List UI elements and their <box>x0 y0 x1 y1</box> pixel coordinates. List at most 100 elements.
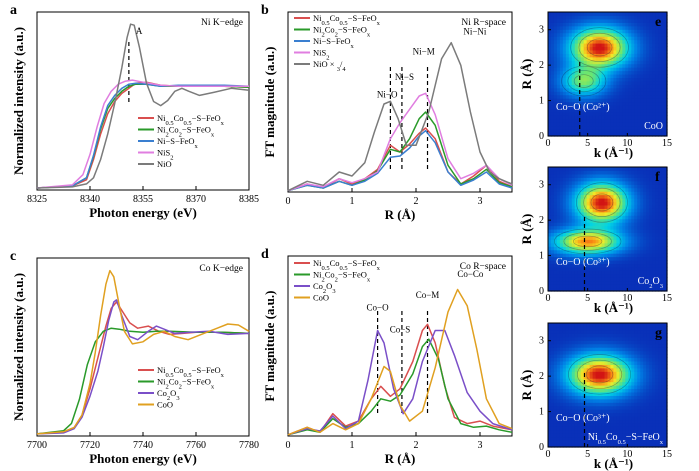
heatmap-cell <box>548 395 552 400</box>
heatmap-cell <box>604 266 609 271</box>
heatmap-cell <box>562 235 567 240</box>
heatmap-cell <box>565 208 570 213</box>
heatmap-cell <box>625 39 629 44</box>
heatmap-cell <box>607 115 612 120</box>
heatmap-cell <box>649 436 653 441</box>
heatmap-cell <box>640 242 644 247</box>
heatmap-cell <box>664 101 668 106</box>
heatmap-cell <box>586 170 591 175</box>
heatmap-cell <box>631 91 635 96</box>
heatmap-cell <box>571 77 576 82</box>
heatmap-cell <box>562 357 567 362</box>
heatmap-cell <box>625 63 629 68</box>
heatmap-cell <box>601 118 606 123</box>
heatmap-cell <box>565 74 570 79</box>
heatmap-cell <box>568 56 573 61</box>
heatmap-cell <box>559 198 564 203</box>
heatmap-cell <box>574 177 579 182</box>
heatmap-cell <box>577 167 582 172</box>
heatmap-cell <box>601 218 606 223</box>
heatmap-cell <box>613 229 618 234</box>
heatmap-cell <box>595 198 600 203</box>
heatmap-cell <box>652 367 656 372</box>
heatmap-cell <box>631 235 635 240</box>
heatmap-cell <box>568 280 573 285</box>
heatmap-cell <box>664 132 668 137</box>
heatmap-cell <box>562 329 567 334</box>
heatmap-cell <box>625 323 629 328</box>
heatmap-cell <box>622 409 626 414</box>
heatmap-cell <box>565 222 570 227</box>
heatmap-cell <box>658 22 662 27</box>
heatmap-cell <box>559 125 564 130</box>
heatmap-cell <box>652 177 656 182</box>
heatmap-cell <box>571 235 576 240</box>
heatmap-cell <box>592 416 597 421</box>
heatmap-cell <box>598 246 603 251</box>
heatmap-cell <box>655 402 659 407</box>
heatmap-cell <box>586 63 591 68</box>
y-axis-label: R (Å) <box>519 370 534 401</box>
heatmap-cell <box>577 87 582 92</box>
heatmap-cell <box>616 111 620 116</box>
heatmap-cell <box>610 105 615 110</box>
heatmap-cell <box>589 46 594 51</box>
heatmap-cell <box>649 357 653 362</box>
heatmap-cell <box>589 357 594 362</box>
heatmap-cell <box>640 422 644 427</box>
heatmap-cell <box>664 15 668 20</box>
heatmap-cell <box>583 270 588 275</box>
heatmap-cell <box>601 167 606 172</box>
heatmap-cell <box>646 443 650 448</box>
heatmap-cell <box>571 409 576 414</box>
heatmap-cell <box>655 191 659 196</box>
heatmap-cell <box>655 84 659 89</box>
heatmap-cell <box>562 381 567 386</box>
heatmap-cell <box>649 225 653 230</box>
heatmap-cell <box>548 211 552 216</box>
sample-label: Ni0.5Co0.5−S−FeOx <box>588 432 664 446</box>
heatmap-cell <box>658 416 662 421</box>
heatmap-cell <box>634 329 638 334</box>
heatmap-cell <box>634 253 638 258</box>
heatmap-cell <box>655 273 659 278</box>
heatmap-cell <box>550 218 555 223</box>
heatmap-cell <box>619 167 623 172</box>
heatmap-cell <box>622 443 626 448</box>
heatmap-cell <box>577 391 582 396</box>
heatmap-cell <box>658 333 662 338</box>
heatmap-cell <box>631 347 635 352</box>
heatmap-cell <box>559 242 564 247</box>
heatmap-cell <box>652 43 656 48</box>
heatmap-cell <box>574 56 579 61</box>
heatmap-cell <box>622 367 626 372</box>
heatmap-cell <box>634 388 638 393</box>
heatmap-cell <box>571 129 576 134</box>
heatmap-cell <box>637 218 641 223</box>
heatmap-cell <box>643 343 647 348</box>
heatmap-cell <box>625 374 629 379</box>
heatmap-cell <box>664 350 668 355</box>
heatmap-cell <box>610 374 615 379</box>
heatmap-cell <box>616 246 620 251</box>
heatmap-cell <box>655 263 659 268</box>
heatmap-cell <box>604 350 609 355</box>
heatmap-cell <box>571 74 576 79</box>
heatmap-cell <box>649 343 653 348</box>
heatmap-cell <box>607 326 612 331</box>
heatmap-cell <box>577 198 582 203</box>
heatmap-cell <box>595 367 600 372</box>
heatmap-cell <box>565 132 570 137</box>
heatmap-cell <box>589 115 594 120</box>
heatmap-cell <box>616 191 620 196</box>
heatmap-cell <box>586 367 591 372</box>
heatmap-cell <box>655 422 659 427</box>
heatmap-cell <box>583 105 588 110</box>
heatmap-cell <box>598 201 603 206</box>
heatmap-cell <box>640 323 644 328</box>
heatmap-cell <box>589 32 594 37</box>
heatmap-cell <box>568 101 573 106</box>
heatmap-cell <box>577 18 582 23</box>
heatmap-cell <box>556 354 561 359</box>
heatmap-cell <box>550 18 555 23</box>
